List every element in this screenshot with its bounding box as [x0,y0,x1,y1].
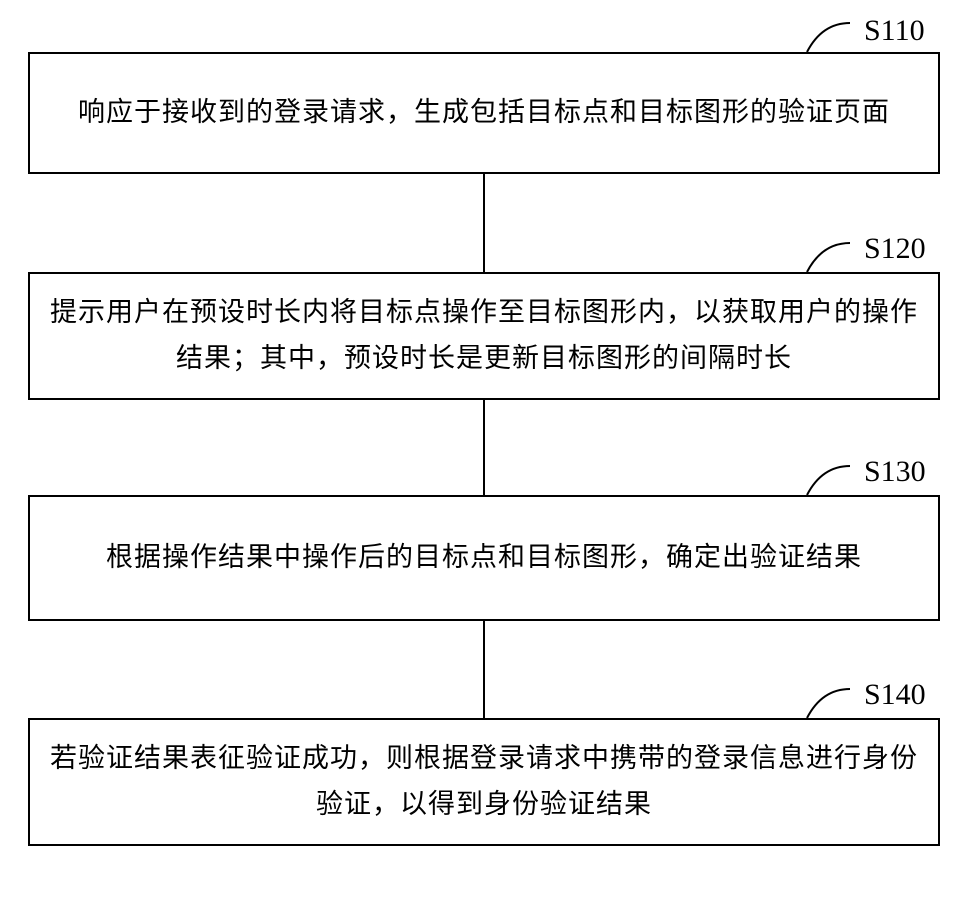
step-box-s130: 根据操作结果中操作后的目标点和目标图形，确定出验证结果 [28,495,940,621]
connector-s110-s120 [483,174,485,272]
callout-arc-s140 [792,681,872,723]
step-box-s110: 响应于接收到的登录请求，生成包括目标点和目标图形的验证页面 [28,52,940,174]
step-label-s130: S130 [864,455,926,489]
step-label-s110: S110 [864,14,925,48]
step-label-s140: S140 [864,678,926,712]
callout-arc-s120 [792,235,872,277]
flowchart-canvas: 响应于接收到的登录请求，生成包括目标点和目标图形的验证页面 S110 提示用户在… [0,0,977,923]
callout-arc-s110 [792,15,872,57]
step-text-s110: 响应于接收到的登录请求，生成包括目标点和目标图形的验证页面 [78,90,890,136]
callout-arc-s130 [792,458,872,500]
connector-s120-s130 [483,400,485,495]
connector-s130-s140 [483,621,485,718]
step-box-s140: 若验证结果表征验证成功，则根据登录请求中携带的登录信息进行身份验证，以得到身份验… [28,718,940,846]
step-text-s130: 根据操作结果中操作后的目标点和目标图形，确定出验证结果 [106,535,862,581]
step-text-s120: 提示用户在预设时长内将目标点操作至目标图形内，以获取用户的操作结果；其中，预设时… [50,290,918,382]
step-box-s120: 提示用户在预设时长内将目标点操作至目标图形内，以获取用户的操作结果；其中，预设时… [28,272,940,400]
step-text-s140: 若验证结果表征验证成功，则根据登录请求中携带的登录信息进行身份验证，以得到身份验… [50,736,918,828]
step-label-s120: S120 [864,232,926,266]
